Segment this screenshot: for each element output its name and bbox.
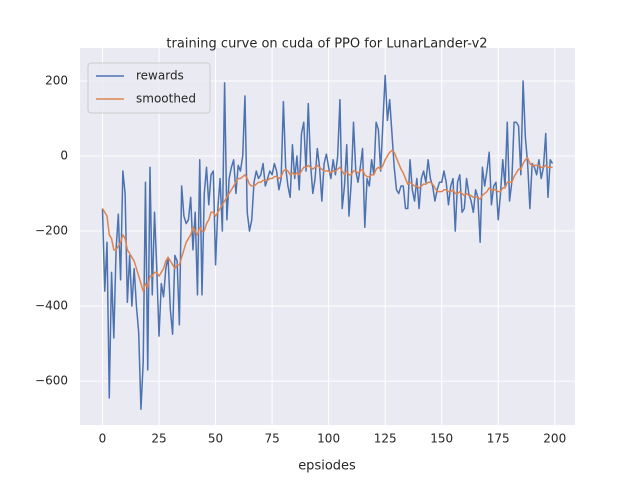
y-tick-label: −200 [35, 224, 68, 238]
legend-label: rewards [136, 69, 184, 83]
series-line [101, 149, 553, 292]
x-tick-label: 175 [487, 432, 510, 446]
x-tick-label: 25 [151, 432, 166, 446]
x-tick-label: 75 [264, 432, 279, 446]
y-tick-label: −400 [35, 299, 68, 313]
series-line [101, 74, 554, 410]
y-tick-label: 200 [45, 74, 68, 88]
x-tick-label: 0 [99, 432, 107, 446]
x-tick-label: 50 [208, 432, 223, 446]
x-tick-label: 100 [317, 432, 340, 446]
y-tick-label: −600 [35, 374, 68, 388]
x-tick-label: 150 [430, 432, 453, 446]
x-axis-label: epsiodes [298, 459, 356, 474]
x-tick-label: 125 [374, 432, 397, 446]
legend-label: smoothed [136, 92, 196, 106]
x-tick-label: 200 [543, 432, 566, 446]
chart-title: training curve on cuda of PPO for LunarL… [166, 37, 487, 52]
y-tick-label: 0 [60, 149, 68, 163]
